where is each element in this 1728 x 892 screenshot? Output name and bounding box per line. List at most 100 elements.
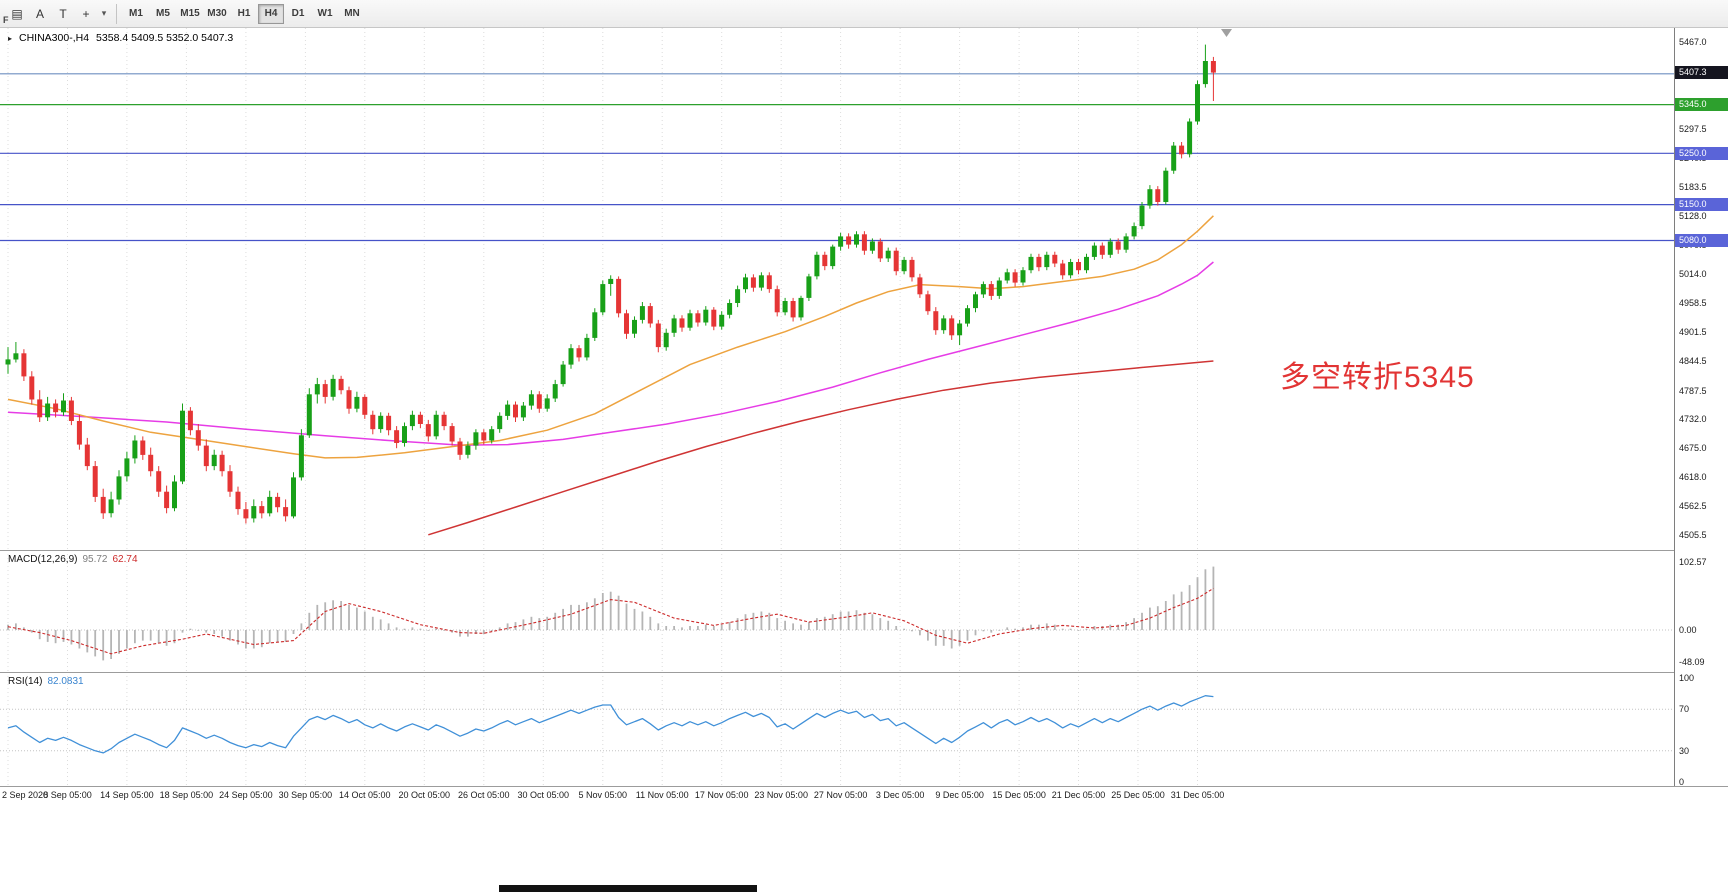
time-axis-label: 3 Dec 05:00 — [875, 790, 925, 800]
time-axis-label: 20 Oct 05:00 — [398, 790, 451, 800]
price-chart-svg[interactable] — [0, 28, 1674, 550]
rsi-line — [7, 695, 1214, 754]
price-tick-label: 5128.0 — [1679, 210, 1707, 221]
symbol-timeframe-label: CHINA300-,H4 — [19, 32, 90, 44]
price-tick-label: 4901.5 — [1679, 327, 1707, 337]
ohlc-values: 5358.4 5409.5 5352.0 5407.3 — [96, 32, 234, 44]
chart-marker-icon: ▸ — [8, 33, 13, 43]
price-badge: 5407.3 — [1675, 66, 1728, 80]
time-axis-label: 15 Dec 05:00 — [992, 790, 1046, 800]
horizontal-level-lines[interactable] — [0, 73, 1674, 242]
ma-magenta — [7, 261, 1214, 446]
time-axis-label: 31 Dec 05:00 — [1170, 790, 1225, 800]
price-tick-label: 4732.0 — [1679, 413, 1707, 424]
grid-lines — [7, 550, 1198, 672]
macd-axis-label: 102.57 — [1679, 557, 1707, 568]
timeframe-d1[interactable]: D1 — [285, 4, 311, 24]
rsi-axis-label: 0 — [1679, 777, 1685, 787]
rsi-axis-label: 70 — [1679, 704, 1690, 715]
price-badge: 5150.0 — [1675, 198, 1728, 212]
timeframe-m5[interactable]: M5 — [150, 4, 176, 24]
timeframe-h1[interactable]: H1 — [231, 4, 257, 24]
bottom-margin — [0, 806, 1728, 892]
price-tick-label: 5183.5 — [1679, 182, 1707, 193]
macd-histogram — [7, 566, 1215, 661]
timeframe-m30[interactable]: M30 — [204, 4, 230, 24]
timeframe-h4[interactable]: H4 — [258, 3, 284, 24]
price-tick-label: 5467.0 — [1679, 37, 1707, 47]
bottom-black-bar — [499, 885, 757, 892]
chart-panel[interactable]: ▸ CHINA300-,H4 5358.4 5409.5 5352.0 5407… — [0, 28, 1728, 806]
price-tick-label: 5014.0 — [1679, 269, 1707, 280]
macd-indicator-label: MACD(12,26,9) 95.72 62.74 — [8, 554, 138, 565]
price-tick-label: 4844.5 — [1679, 356, 1707, 367]
time-axis-label: 24 Sep 05:00 — [219, 790, 273, 800]
chart-annotation-text[interactable]: 多空转折5345 — [1280, 361, 1475, 394]
rsi-value: 82.0831 — [47, 676, 84, 687]
time-axis-label: 30 Sep 05:00 — [278, 790, 333, 800]
panel-splitter-rsi[interactable] — [0, 672, 1728, 673]
time-axis-separator — [0, 786, 1728, 787]
tools-dropdown-caret-icon[interactable]: ▾ — [98, 4, 110, 24]
indicator-window-icon[interactable]: ▤ — [6, 4, 28, 24]
price-badge: 5250.0 — [1675, 146, 1728, 160]
price-tick-label: 4787.5 — [1679, 385, 1707, 396]
chart-header: ▸ CHINA300-,H4 5358.4 5409.5 5352.0 5407… — [8, 32, 233, 44]
timeframe-group: M1 M5 M15 M30 H1 H4 D1 W1 MN — [123, 3, 365, 24]
time-axis-label: 11 Nov 05:00 — [635, 790, 689, 800]
time-axis-label: 2 Sep 2020 — [2, 790, 49, 800]
toolbar-corner-label: F — [3, 15, 9, 25]
chart-shift-marker — [1221, 29, 1232, 37]
price-tick-label: 4562.5 — [1679, 500, 1707, 511]
text-label-tool-icon[interactable]: A — [29, 4, 51, 24]
crosshair-tool-icon[interactable]: + — [75, 4, 97, 24]
macd-main-value: 95.72 — [82, 554, 108, 565]
ma-red — [428, 360, 1214, 536]
time-axis-label: 17 Nov 05:00 — [694, 790, 749, 800]
time-axis-label: 14 Sep 05:00 — [100, 790, 154, 800]
time-axis-label: 30 Oct 05:00 — [517, 790, 570, 800]
time-axis-label: 21 Dec 05:00 — [1051, 790, 1106, 800]
time-axis-label: 9 Dec 05:00 — [935, 790, 984, 800]
rsi-axis-label: 100 — [1679, 673, 1695, 683]
rsi-indicator-label: RSI(14) 82.0831 — [8, 676, 84, 687]
rsi-axis-label: 30 — [1679, 745, 1690, 756]
price-tick-label: 4618.0 — [1679, 472, 1707, 483]
text-box-tool-icon[interactable]: T — [52, 4, 74, 24]
time-axis-label: 18 Sep 05:00 — [159, 790, 214, 800]
macd-signal-value: 62.74 — [112, 554, 138, 565]
price-badge: 5345.0 — [1675, 98, 1728, 112]
timeframe-m1[interactable]: M1 — [123, 4, 149, 24]
time-axis-label: 14 Oct 05:00 — [339, 790, 391, 800]
time-axis-label: 8 Sep 05:00 — [43, 790, 92, 800]
price-tick-label: 5297.5 — [1679, 123, 1707, 134]
candles — [5, 44, 1216, 524]
main-toolbar: ▤ A T + ▾ M1 M5 M15 M30 H1 H4 D1 W1 MN F — [0, 0, 1728, 28]
macd-name: MACD(12,26,9) — [8, 554, 78, 565]
timeframe-m15[interactable]: M15 — [177, 4, 203, 24]
rsi-indicator-svg[interactable] — [0, 672, 1674, 786]
price-tick-label: 4675.0 — [1679, 443, 1707, 454]
price-tick-label: 4958.5 — [1679, 297, 1707, 308]
timeframe-w1[interactable]: W1 — [312, 4, 338, 24]
time-axis-label: 27 Nov 05:00 — [813, 790, 868, 800]
time-axis-label: 23 Nov 05:00 — [754, 790, 808, 800]
macd-axis-label: 0.00 — [1679, 625, 1697, 635]
price-axis[interactable]: 5467.05297.55240.55183.55128.05070.85014… — [1674, 28, 1728, 787]
price-badge: 5080.0 — [1675, 234, 1728, 247]
price-tick-label: 4505.5 — [1679, 530, 1707, 541]
macd-signal-line — [7, 587, 1214, 655]
timeframe-mn[interactable]: MN — [339, 4, 365, 24]
drawing-tools-group: ▤ A T + ▾ — [6, 4, 110, 24]
time-axis-label: 25 Dec 05:00 — [1111, 790, 1165, 800]
panel-splitter-macd[interactable] — [0, 550, 1728, 551]
macd-indicator-svg[interactable] — [0, 550, 1674, 672]
time-axis[interactable]: 2 Sep 2020 8 Sep 05:00 14 Sep 05:00 18 Sep … — [0, 786, 1674, 806]
time-axis-label: 5 Nov 05:00 — [578, 790, 628, 800]
rsi-name: RSI(14) — [8, 676, 43, 687]
macd-axis-label: -48.09 — [1679, 656, 1705, 667]
toolbar-separator — [116, 3, 117, 24]
ma-orange — [7, 215, 1214, 459]
time-axis-label: 26 Oct 05:00 — [458, 790, 510, 800]
